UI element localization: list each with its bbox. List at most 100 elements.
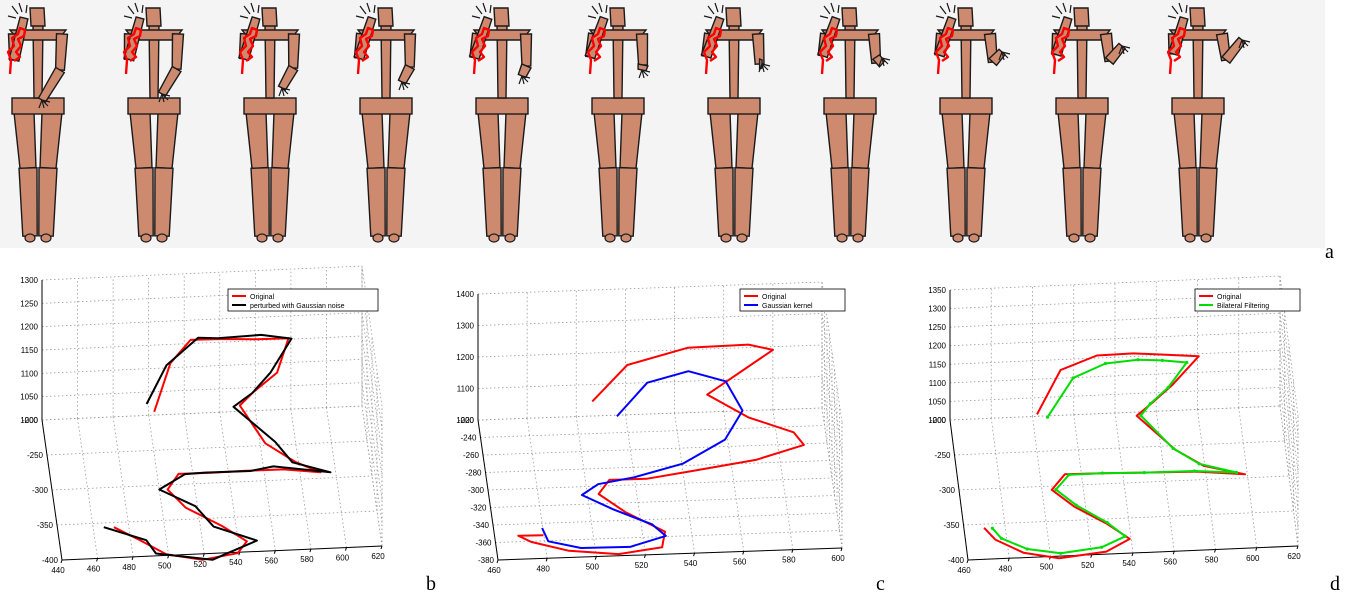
stick-figure [468,2,533,243]
left-hand [355,2,376,19]
left-hand [1051,2,1072,19]
x-tick-label: 520 [635,561,649,570]
grid-line [41,382,363,398]
series-point [1160,358,1164,362]
right-upper-arm [54,32,69,71]
x-tick-label: 600 [336,554,350,563]
right-hand [758,63,771,73]
x-tick [545,558,548,562]
right-hand [38,99,51,109]
grid-line [1073,414,1093,555]
panel-label-c: c [876,573,885,595]
left-shin [714,167,734,237]
grid-line [949,405,1281,421]
series-line [991,358,1238,555]
legend-label: Gaussian kernel [762,303,813,310]
x-tick-label: 520 [1081,561,1095,570]
panel-label-a: a [1325,241,1334,263]
trajectory-trace [354,26,375,75]
right-hand [518,75,531,85]
legend: Original perturbed with Gaussian noise [227,288,379,312]
plot-d: 460 480 500 520 540 560 580 600 620 -400 -350 -300 -… [928,275,1301,575]
stick-figure [122,2,185,243]
right-shin [966,167,986,237]
trajectory-trace [470,26,491,75]
right-upper-arm [519,33,533,67]
right-forearm [397,63,416,85]
x-tick-label: 460 [87,564,101,573]
right-hand [158,93,171,103]
grid-line [477,344,823,358]
left-shin [1062,167,1082,237]
z-tick-label: 1150 [929,360,947,369]
left-shin [830,167,850,237]
y-tick-label: -350 [37,521,54,530]
series-point [1142,471,1146,475]
series-point [1071,376,1075,380]
legend: Original Bilateral Filtering [1194,288,1301,312]
strip-background [0,0,1325,248]
y-tick-label: -240 [460,434,477,443]
right-forearm [1221,36,1247,65]
z-tick-label: 1100 [457,385,475,394]
right-upper-arm [403,33,417,68]
grid-line [495,530,840,543]
right-shin [386,167,406,237]
left-shin [946,167,966,237]
pelvis [591,97,645,115]
x-tick [273,550,276,554]
head [261,7,278,27]
x-tick [1172,551,1175,555]
trajectory-trace [934,26,955,75]
x-tick-label: 580 [782,556,796,565]
series-line [541,370,744,549]
right-hand [878,57,891,67]
pelvis [707,97,761,115]
grid-line [51,475,373,491]
z-tick-label: 1050 [928,397,946,406]
x-tick [238,552,241,556]
y-axis [41,419,63,561]
series-line [113,337,322,561]
right-forearm [277,64,299,91]
right-shin [1082,167,1102,237]
x-tick-label: 620 [1287,552,1301,561]
series-point [1197,462,1201,466]
trajectory-trace [586,26,607,75]
right-foot [504,233,516,243]
stick-figure [816,2,891,243]
right-shin [850,167,870,237]
right-shin [38,167,58,237]
series-point [1185,360,1189,365]
left-hand [123,2,144,19]
legend-box [227,288,379,312]
x-tick-label: 520 [194,560,208,569]
head [609,7,626,27]
x-tick [966,559,969,564]
x-tick-label: 580 [1205,556,1219,565]
pelvis [823,97,877,115]
left-shin [366,167,386,237]
plot-c: 460 480 500 520 540 560 580 600 -380 -360 -340 -320… [456,281,846,575]
right-foot [1084,233,1096,243]
x-tick [131,556,134,561]
axes: 460 480 500 520 540 560 580 600 620 -400 -350 -300 -… [928,275,1301,575]
y-tick-label: -380 [478,556,495,565]
stick-figure [933,2,1011,243]
left-hand [471,2,492,19]
z-tick-label: 1100 [21,369,39,378]
x-tick-label: 500 [158,561,172,570]
right-forearm [37,66,66,104]
x-tick-label: 480 [122,563,136,572]
grid-line [480,425,825,438]
head [29,7,46,27]
z-tick-label: 1300 [456,322,474,331]
axes: 440 460 480 500 520 540 560 580 600 620 -400 -350 -3… [20,265,385,575]
right-hand [278,87,291,97]
right-upper-arm [635,33,649,66]
series-line [103,333,332,561]
series-line [517,343,805,556]
grid-line [963,510,1294,526]
grid-line [41,265,363,281]
left-foot [836,233,848,243]
